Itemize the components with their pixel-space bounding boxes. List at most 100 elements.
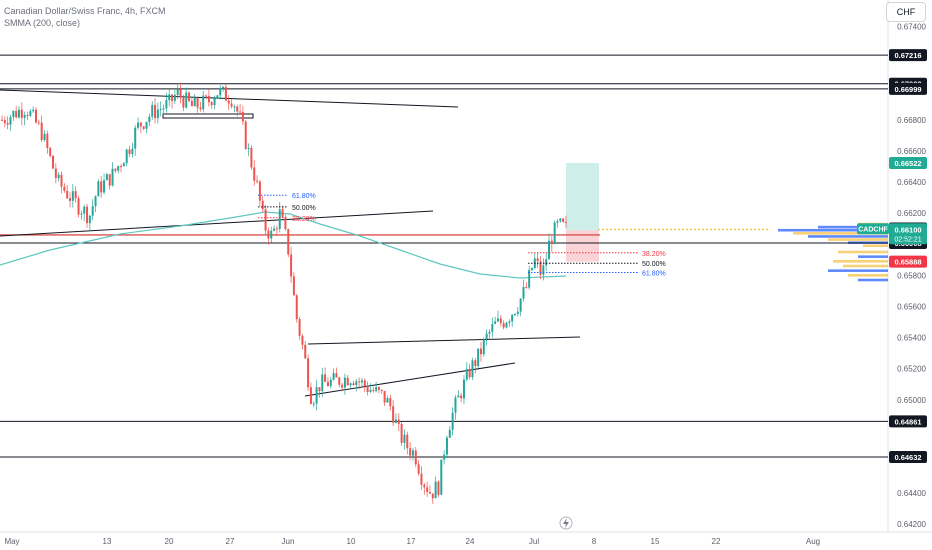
- candle-body: [522, 286, 525, 299]
- candle-body: [383, 390, 386, 403]
- candle-body: [445, 437, 448, 455]
- current-price-tag: [889, 223, 927, 245]
- candle-body: [120, 166, 123, 168]
- candle-body: [145, 121, 148, 129]
- candle-body: [57, 174, 60, 179]
- candle-body: [165, 100, 168, 109]
- candle-body: [69, 198, 72, 201]
- candle-body: [562, 218, 565, 222]
- candle-body: [550, 240, 553, 245]
- candle-body: [465, 369, 468, 380]
- candle-body: [545, 259, 548, 266]
- candle-body: [236, 106, 239, 112]
- candle-body: [502, 323, 505, 328]
- candle-body: [35, 109, 38, 123]
- currency-button[interactable]: CHF: [886, 2, 926, 22]
- volume-profile-bar: [838, 250, 888, 254]
- price-tag-label: 0.67216: [894, 51, 921, 60]
- candle-body: [423, 484, 426, 488]
- x-tick-label: 13: [103, 537, 112, 546]
- candle-body: [224, 86, 227, 101]
- candle-body: [332, 373, 335, 380]
- candle-body: [298, 319, 301, 336]
- candle-body: [137, 122, 140, 128]
- price-tag: [889, 49, 927, 62]
- fib-left-label: 50.00%: [292, 205, 316, 212]
- x-tick-label: 10: [347, 537, 356, 546]
- candle-body: [256, 180, 259, 182]
- y-tick-label: 0.64200: [897, 520, 926, 529]
- candle-body: [329, 379, 332, 387]
- candle-body: [468, 369, 471, 378]
- candle-body: [428, 491, 431, 494]
- x-tick-label: Jul: [529, 537, 539, 546]
- candle-body: [519, 298, 522, 312]
- candle-body: [326, 381, 329, 387]
- candle-body: [565, 221, 567, 223]
- y-tick-label: 0.64400: [897, 489, 926, 498]
- candle-body: [363, 380, 366, 387]
- price-tag: [889, 451, 927, 464]
- price-tag: [889, 82, 927, 95]
- candle-body: [454, 397, 457, 413]
- candle-body: [196, 97, 199, 108]
- bolt-icon: [559, 516, 573, 530]
- candle-body: [77, 198, 80, 215]
- candle-body: [491, 323, 494, 332]
- candle-body: [261, 200, 264, 210]
- candle-body: [117, 166, 120, 171]
- candle-body: [202, 95, 205, 110]
- bolt-icon-glyph: [563, 518, 569, 528]
- candle-body: [9, 117, 12, 125]
- x-tick-label: May: [4, 537, 19, 546]
- candle-body: [199, 107, 202, 110]
- y-tick-label: 0.66800: [897, 116, 926, 125]
- candle-body: [525, 286, 528, 288]
- y-tick-label: 0.66400: [897, 178, 926, 187]
- candle-body: [284, 217, 287, 230]
- candle-body: [355, 381, 358, 385]
- candle-body: [451, 412, 454, 430]
- price-tag-label: 0.66522: [894, 159, 921, 168]
- candle-body: [233, 106, 236, 108]
- candle-body: [301, 335, 304, 345]
- symbol-title: Canadian Dollar/Swiss Franc, 4h, FXCM: [4, 6, 166, 16]
- candle-body: [386, 398, 389, 403]
- candle-body: [309, 387, 312, 404]
- candle-body: [173, 94, 176, 101]
- candle-body: [222, 86, 225, 89]
- candle-body: [349, 383, 352, 386]
- candle-body: [6, 123, 9, 125]
- volume-profile-bar: [808, 235, 888, 238]
- fib-right-label: 50.00%: [642, 261, 666, 268]
- candle-body: [511, 314, 514, 322]
- candle-body: [530, 267, 533, 270]
- candle-body: [443, 454, 446, 460]
- candle-body: [474, 360, 477, 367]
- candle-body: [403, 434, 406, 443]
- candle-body: [1, 119, 3, 121]
- candle-body: [213, 98, 216, 106]
- candle-body: [377, 387, 380, 390]
- candle-body: [66, 190, 69, 199]
- candle-body: [369, 389, 372, 393]
- candle-body: [315, 387, 318, 404]
- x-tick-label: Jun: [282, 537, 295, 546]
- candle-body: [341, 384, 344, 388]
- candle-body: [409, 448, 412, 456]
- candle-body: [494, 321, 497, 324]
- candle-body: [437, 481, 440, 495]
- candle-body: [411, 450, 414, 456]
- candle-body: [488, 331, 491, 334]
- candle-body: [448, 429, 451, 438]
- candle-body: [54, 168, 57, 179]
- candle-body: [516, 311, 519, 314]
- candle-body: [12, 110, 15, 118]
- candle-body: [287, 229, 290, 255]
- candle-body: [375, 387, 378, 391]
- candle-body: [267, 230, 270, 239]
- candle-body: [270, 230, 273, 239]
- indicator-label[interactable]: SMMA (200, close): [4, 18, 81, 28]
- candle-body: [60, 174, 63, 187]
